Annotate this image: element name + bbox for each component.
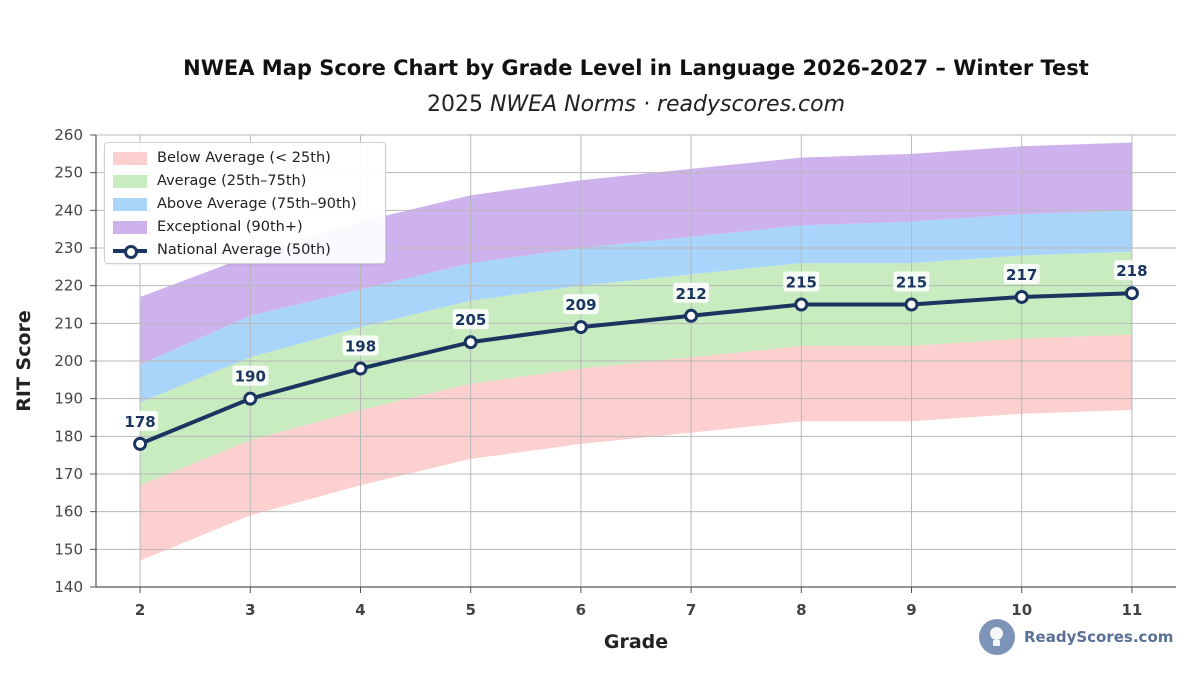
data-label: 215 bbox=[896, 274, 927, 292]
data-point bbox=[353, 361, 368, 376]
data-point bbox=[573, 320, 588, 335]
y-tick-label: 150 bbox=[54, 540, 83, 558]
lightbulb-logo-icon bbox=[979, 619, 1015, 655]
legend-line-marker bbox=[113, 244, 147, 259]
x-tick-label: 10 bbox=[1011, 601, 1032, 619]
y-tick-label: 210 bbox=[54, 314, 83, 332]
x-tick-label: 5 bbox=[465, 601, 475, 619]
data-label-background bbox=[673, 282, 710, 303]
x-tick-label: 2 bbox=[135, 601, 145, 619]
data-label: 205 bbox=[455, 311, 486, 329]
data-label-background bbox=[893, 271, 930, 292]
x-tick-label: 9 bbox=[906, 601, 916, 619]
y-tick-label: 240 bbox=[54, 201, 83, 219]
data-label: 212 bbox=[675, 285, 706, 303]
legend-item-below-average: Below Average (< 25th) bbox=[113, 148, 331, 168]
data-label: 209 bbox=[565, 296, 596, 314]
y-tick-label: 170 bbox=[54, 465, 83, 483]
y-tick-label: 180 bbox=[54, 427, 83, 445]
legend-swatch-above-average bbox=[113, 197, 147, 211]
y-tick-label: 190 bbox=[54, 390, 83, 408]
data-label: 217 bbox=[1006, 266, 1037, 284]
data-label: 215 bbox=[786, 274, 817, 292]
data-point bbox=[1014, 289, 1029, 304]
legend-label: Below Average (< 25th) bbox=[157, 150, 331, 166]
y-tick-label: 260 bbox=[54, 126, 83, 144]
data-label: 218 bbox=[1116, 262, 1147, 280]
data-point bbox=[1124, 286, 1139, 301]
data-label-background bbox=[232, 365, 269, 386]
legend-item-above-average: Above Average (75th–90th) bbox=[113, 194, 356, 214]
x-tick-label: 7 bbox=[686, 601, 696, 619]
legend-swatch-below-average bbox=[113, 151, 147, 165]
x-tick-label: 3 bbox=[245, 601, 255, 619]
y-tick-label: 140 bbox=[54, 578, 83, 596]
data-label-background bbox=[783, 271, 820, 292]
x-tick-label: 11 bbox=[1121, 601, 1142, 619]
chart-legend: Below Average (< 25th) Average (25th–75t… bbox=[104, 142, 386, 264]
data-label-background bbox=[562, 294, 599, 315]
legend-swatch-exceptional bbox=[113, 220, 147, 234]
legend-swatch-average bbox=[113, 174, 147, 188]
data-point bbox=[243, 391, 258, 406]
y-tick-label: 200 bbox=[54, 352, 83, 370]
brand-name: ReadyScores.com bbox=[1024, 628, 1174, 646]
data-label: 190 bbox=[235, 368, 266, 386]
band-below-average bbox=[140, 334, 1132, 561]
data-point bbox=[463, 335, 478, 350]
chart-subtitle: 2025 NWEA Norms · readyscores.com bbox=[0, 92, 1200, 117]
data-point bbox=[904, 297, 919, 312]
data-point bbox=[133, 436, 148, 451]
band-exceptional bbox=[140, 142, 1132, 365]
national-average-line bbox=[139, 291, 1132, 446]
y-tick-label: 230 bbox=[54, 239, 83, 257]
x-tick-label: 4 bbox=[355, 601, 365, 619]
band-above-average bbox=[140, 210, 1132, 403]
data-label: 198 bbox=[345, 338, 376, 356]
y-tick-label: 160 bbox=[54, 503, 83, 521]
chart-title: NWEA Map Score Chart by Grade Level in L… bbox=[183, 56, 1089, 80]
legend-label: Above Average (75th–90th) bbox=[157, 196, 357, 212]
data-label-background bbox=[452, 309, 489, 330]
band-average bbox=[140, 251, 1132, 486]
data-label-background bbox=[1113, 260, 1150, 281]
legend-item-exceptional: Exceptional (90th+) bbox=[113, 217, 303, 237]
legend-label: Average (25th–75th) bbox=[157, 173, 307, 189]
legend-item-national-average: National Average (50th) bbox=[113, 240, 331, 260]
subtitle-source: NWEA Norms · readyscores.com bbox=[489, 92, 846, 117]
legend-label: Exceptional (90th+) bbox=[157, 219, 303, 235]
y-axis-title: RIT Score bbox=[13, 310, 35, 412]
x-tick-label: 6 bbox=[576, 601, 586, 619]
legend-label: National Average (50th) bbox=[157, 242, 331, 258]
data-label-background bbox=[122, 410, 159, 431]
data-label-background bbox=[1003, 263, 1040, 284]
legend-item-average: Average (25th–75th) bbox=[113, 171, 306, 191]
data-point bbox=[684, 308, 699, 323]
data-label-background bbox=[342, 335, 379, 356]
data-label: 178 bbox=[124, 413, 155, 431]
y-tick-label: 220 bbox=[54, 277, 83, 295]
data-point bbox=[794, 297, 809, 312]
subtitle-year: 2025 bbox=[426, 92, 490, 117]
x-tick-label: 8 bbox=[796, 601, 806, 619]
x-axis-title: Grade bbox=[604, 631, 668, 653]
brand-watermark: ReadyScores.com bbox=[979, 619, 1173, 655]
y-tick-label: 250 bbox=[54, 164, 83, 182]
